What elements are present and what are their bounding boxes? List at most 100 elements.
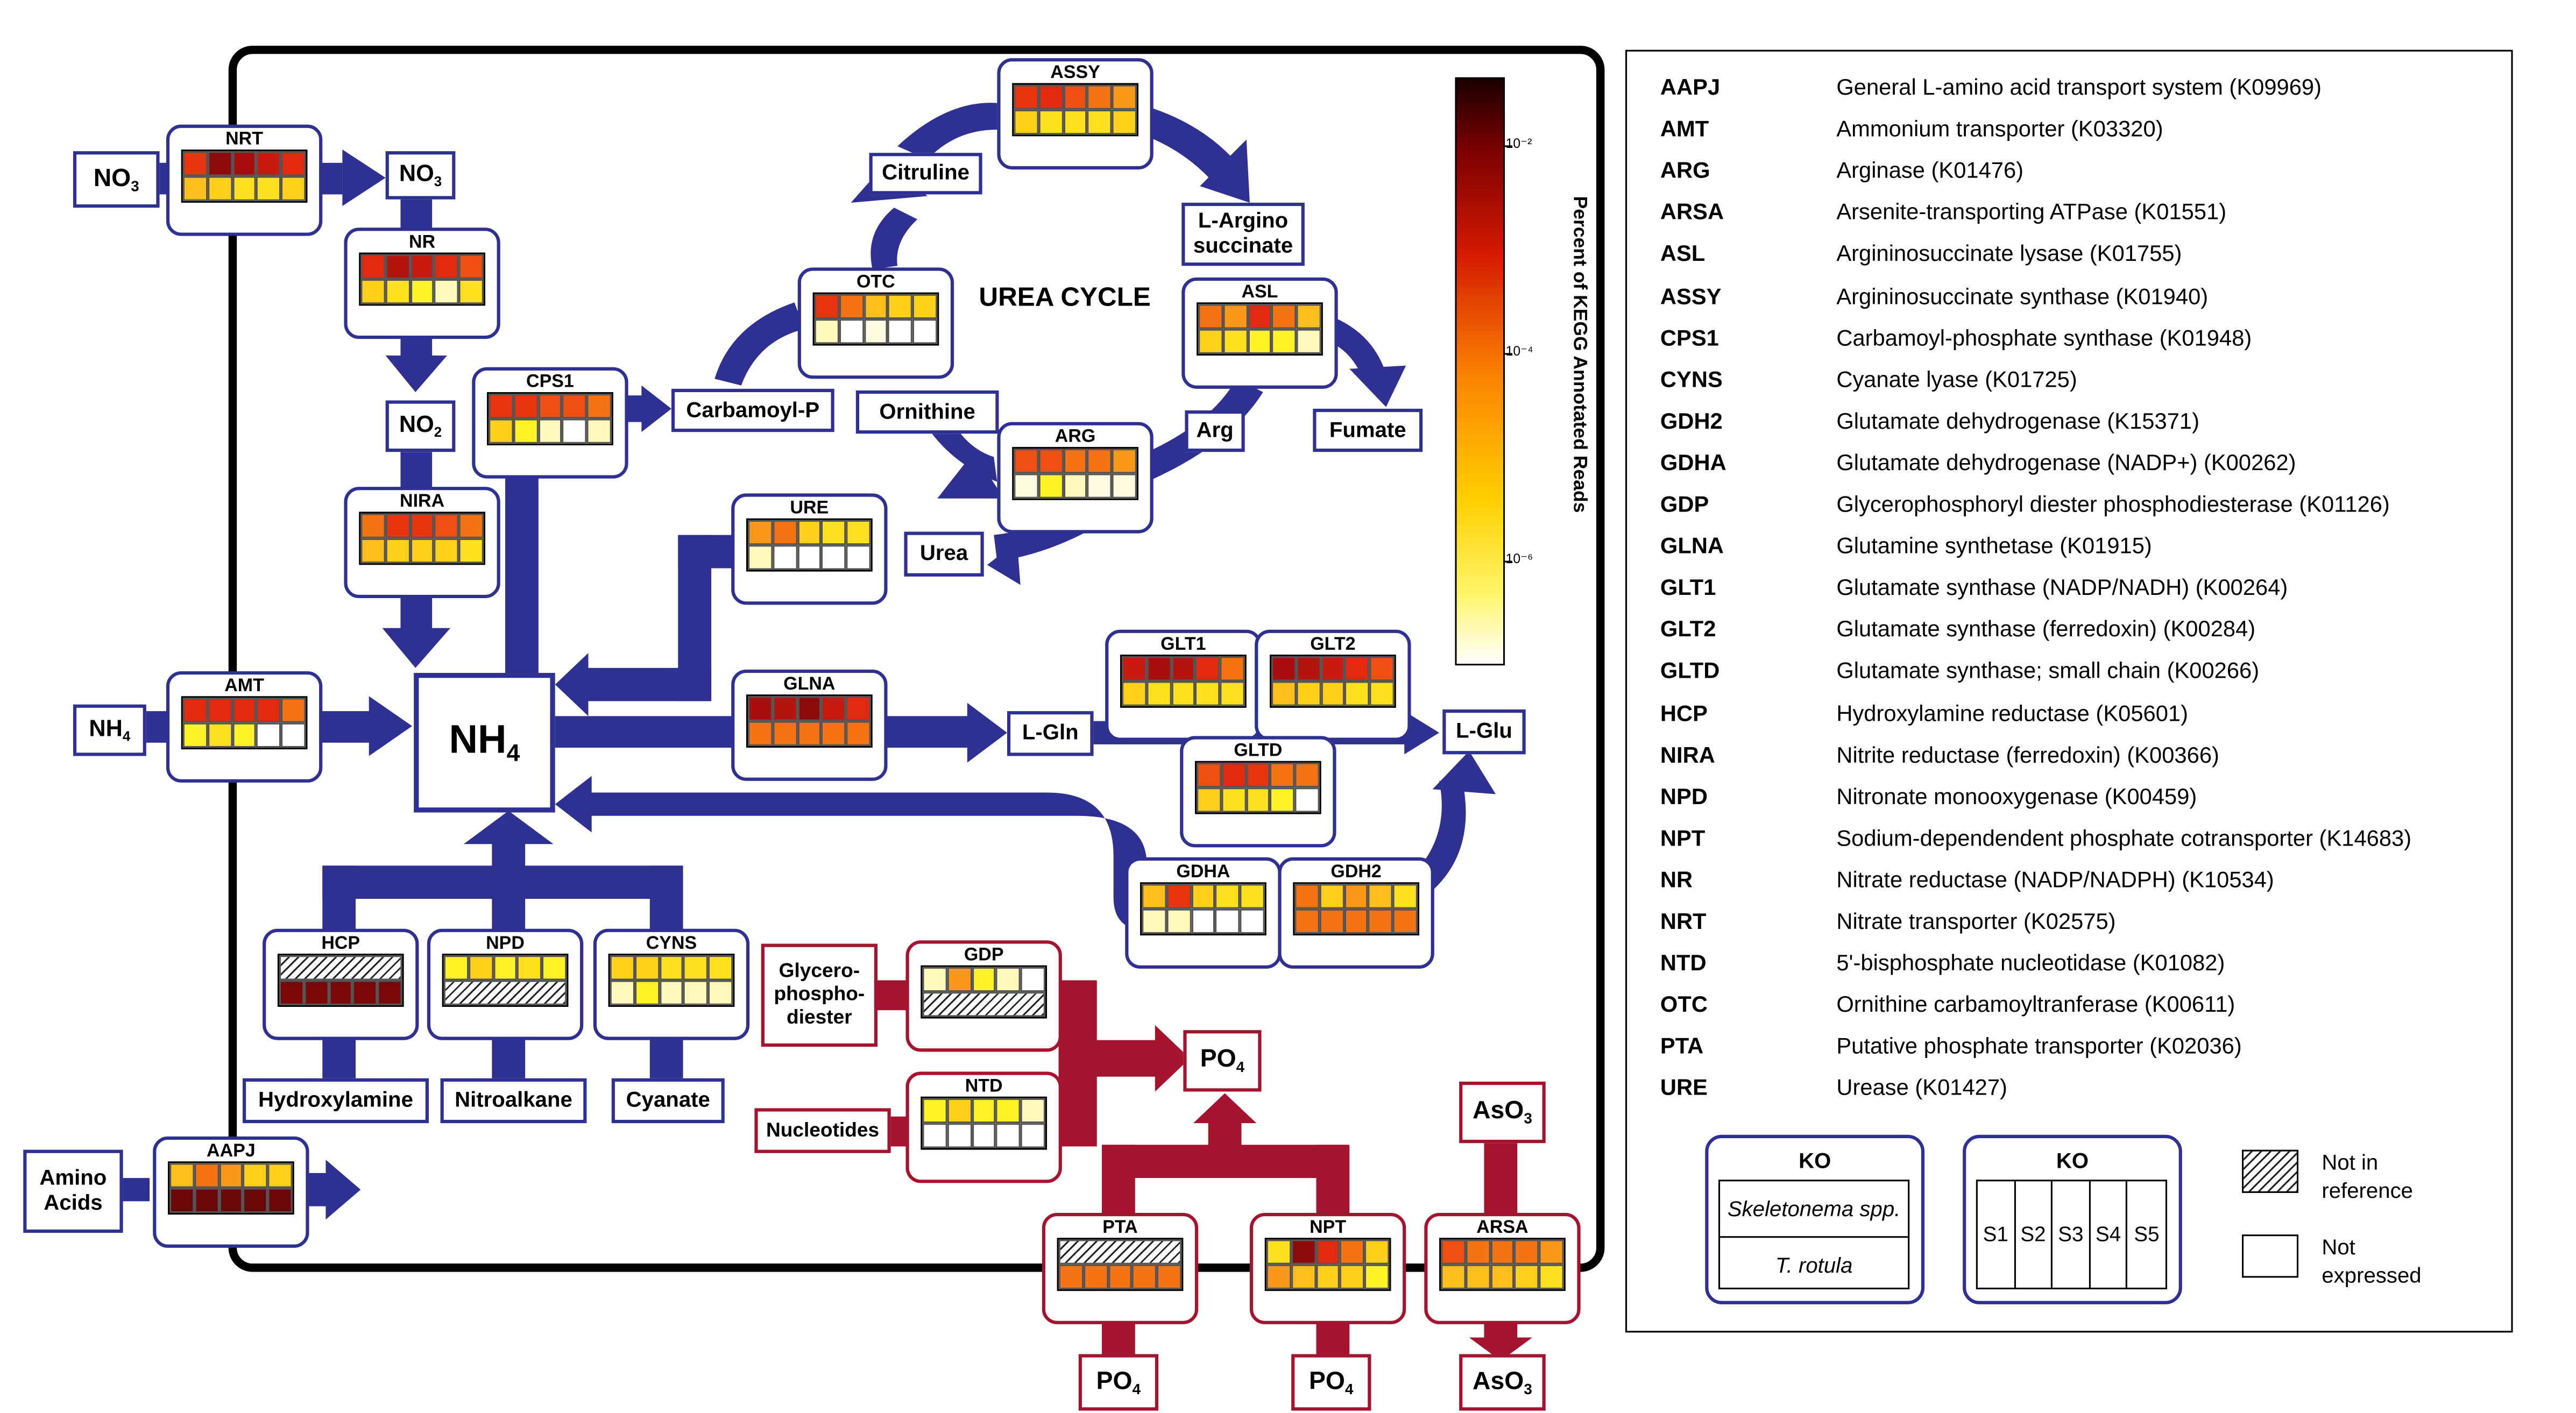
heatmap-cell	[912, 319, 938, 344]
heatmap-cell	[303, 980, 329, 1005]
heatmap-cell	[232, 698, 257, 723]
ko-heatmap	[1439, 1238, 1566, 1291]
heatmap-cell	[207, 151, 232, 176]
heatmap-cell	[267, 1163, 293, 1188]
legend-description: Arginase (K01476)	[1836, 158, 2024, 183]
heatmap-cell	[1087, 449, 1113, 474]
heatmap-cell	[1087, 109, 1113, 135]
heatmap-cell	[207, 698, 232, 723]
heatmap-cell	[822, 520, 846, 545]
ko-label: CPS1	[526, 372, 574, 393]
po4-npt-node: PO4	[1291, 1354, 1371, 1411]
legend-description: Urease (K01427)	[1836, 1075, 2007, 1101]
ko-heatmap	[181, 696, 308, 750]
ko-label: ASL	[1241, 282, 1278, 303]
heatmap-cell	[1490, 1239, 1515, 1265]
legend-abbreviation: NIRA	[1660, 742, 1715, 767]
heatmap-cell	[1087, 473, 1113, 499]
heatmap-cell	[1108, 1264, 1133, 1290]
ko-label: CYNS	[646, 934, 697, 954]
ko-label: ARG	[1055, 427, 1096, 447]
legend-abbreviation: ASSY	[1660, 283, 1722, 309]
heatmap-cell	[218, 1188, 244, 1213]
legend-description: Nitronate monooxygenase (K00459)	[1836, 784, 2197, 809]
heatmap-cell	[562, 418, 587, 444]
heatmap-cell	[1222, 304, 1248, 329]
heatmap-cell	[1198, 304, 1223, 329]
ko-label: ARSA	[1476, 1218, 1528, 1238]
legend-abbreviation: NPD	[1660, 784, 1708, 809]
heatmap-cell	[1340, 1239, 1365, 1265]
ko-label: GLTD	[1234, 741, 1283, 761]
heatmap-cell	[1393, 908, 1418, 934]
heatmap-cell	[1014, 449, 1038, 474]
hydroxylamine-node: Hydroxylamine	[242, 1078, 429, 1124]
heatmap-cell	[182, 722, 208, 748]
legend-description: Glutamate dehydrogenase (NADP+) (K00262)	[1836, 450, 2296, 475]
ko-box-glt1: GLT1	[1105, 629, 1262, 741]
heatmap-cell	[1272, 329, 1297, 354]
heatmap-cell	[1294, 908, 1320, 934]
legend-abbreviation: GLNA	[1660, 533, 1724, 559]
ko-heatmap	[1264, 1238, 1391, 1291]
heatmap-cell	[1291, 1264, 1316, 1290]
heatmap-cell	[1191, 908, 1216, 934]
legend-abbreviation: ASL	[1660, 242, 1705, 267]
heatmap-cell	[385, 254, 410, 279]
subscript: 2	[434, 424, 442, 441]
legend-abbreviation: NTD	[1660, 950, 1707, 976]
heatmap-cell	[822, 696, 846, 721]
legend-description: Nitrite reductase (ferredoxin) (K00366)	[1836, 742, 2219, 767]
heatmap-cell	[1220, 656, 1245, 681]
heatmap-cell	[489, 394, 513, 419]
legend-abbreviation: GLT1	[1660, 575, 1716, 600]
heatmap-cell	[1368, 884, 1393, 909]
ko-heatmap	[1057, 1238, 1184, 1291]
heatmap-cell	[586, 418, 612, 444]
heatmap-cell	[513, 418, 538, 444]
heatmap-cell	[996, 967, 1021, 992]
heatmap-cell	[683, 955, 709, 981]
heatmap-cell	[888, 319, 913, 344]
heatmap-cell	[443, 955, 469, 981]
heatmap-cell	[864, 294, 888, 319]
heatmap-cell	[434, 513, 459, 538]
heatmap-cell	[1038, 473, 1063, 499]
heatmap-cell	[822, 545, 846, 570]
legend-description: Hydroxylamine reductase (K05601)	[1836, 700, 2189, 726]
subscript: 3	[1524, 1110, 1532, 1127]
nh4-center-node: NH4	[414, 673, 555, 813]
heatmap-cell	[772, 545, 797, 570]
heatmap-cell	[797, 545, 822, 570]
key-sample-s4: S4	[2090, 1181, 2128, 1288]
heatmap-cell	[1132, 1264, 1157, 1290]
cell-membrane	[228, 45, 1605, 1272]
heatmap-cell	[846, 696, 871, 721]
arg-node: Arg	[1185, 410, 1245, 452]
heatmap-cell	[1266, 1239, 1291, 1265]
heatmap-cell	[1195, 681, 1220, 706]
legend-abbreviation: URE	[1660, 1075, 1708, 1101]
heatmap-cell	[1271, 681, 1296, 706]
heatmap-cell-not-in-reference	[279, 955, 402, 981]
po4-center-node: PO4	[1183, 1030, 1262, 1092]
heatmap-cell	[797, 721, 822, 746]
heatmap-cell	[537, 418, 563, 444]
ko-box-gdp: GDP	[905, 940, 1062, 1052]
heatmap-cell	[1220, 681, 1245, 706]
heatmap-cell	[1063, 449, 1088, 474]
heatmap-cell	[797, 696, 822, 721]
heatmap-cell	[385, 538, 410, 564]
ko-label: NTD	[965, 1076, 1003, 1097]
subscript: 3	[434, 173, 442, 190]
heatmap-cell	[1122, 656, 1147, 681]
nh4-outside-node: NH4	[73, 704, 146, 756]
heatmap-cell	[256, 151, 281, 176]
heatmap-cell	[1294, 787, 1320, 813]
heatmap-cell	[1171, 656, 1196, 681]
heatmap-cell	[360, 279, 386, 304]
ko-heatmap	[277, 954, 404, 1007]
legend-abbreviation: GLTD	[1660, 658, 1720, 684]
heatmap-cell	[459, 513, 484, 538]
